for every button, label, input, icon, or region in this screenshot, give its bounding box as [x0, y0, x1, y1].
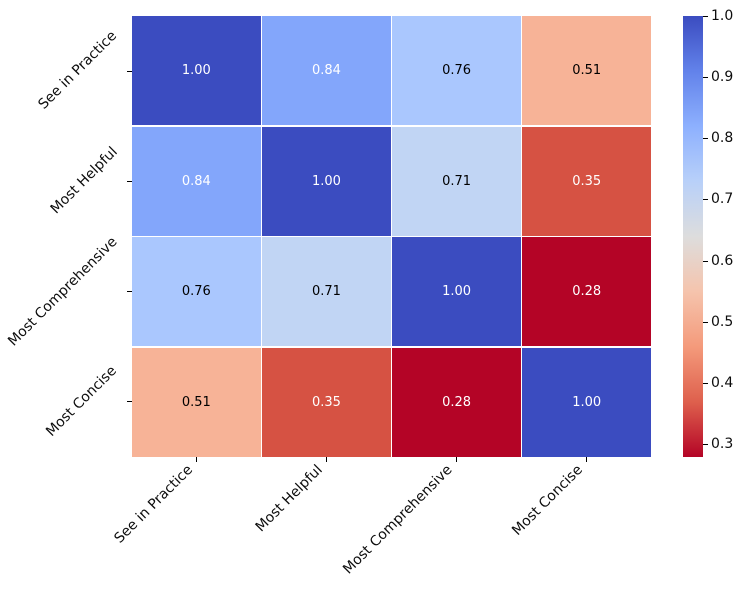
colorbar — [683, 16, 703, 457]
cell-value: 0.76 — [181, 284, 211, 300]
cell-value: 0.51 — [181, 394, 211, 410]
heatmap-cell-r2-c3: 0.28 — [522, 237, 651, 347]
colorbar-tick-label: 0.6 — [711, 252, 734, 269]
cell-value: 0.71 — [442, 173, 472, 189]
y-tick-mark — [127, 401, 132, 403]
heatmap-cell-r1-c0: 0.84 — [132, 126, 261, 236]
colorbar-tick-mark — [703, 444, 708, 446]
cell-value: 1.00 — [572, 394, 602, 410]
y-tick-label: Most Helpful — [47, 144, 121, 218]
x-tick-mark — [196, 457, 198, 462]
x-tick-mark — [585, 457, 587, 462]
heatmap-cell-r1-c1: 1.00 — [262, 126, 391, 236]
colorbar-tick-label: 0.4 — [711, 375, 734, 391]
heatmap-cell-r0-c1: 0.84 — [262, 16, 391, 126]
heatmap-cell-r1-c2: 0.71 — [392, 126, 521, 236]
heatmap-cell-r2-c0: 0.76 — [132, 237, 261, 347]
cell-value: 0.35 — [311, 394, 341, 410]
x-tick-label: Most Helpful — [252, 461, 326, 536]
heatmap-cell-r2-c2: 1.00 — [392, 237, 521, 347]
colorbar-tick-mark — [703, 383, 708, 384]
cell-value: 1.00 — [311, 173, 341, 189]
cell-value: 1.00 — [181, 63, 211, 79]
colorbar-tick-label: 0.9 — [711, 68, 734, 85]
colorbar-tick-label: 0.3 — [711, 436, 734, 453]
x-tick-label: Most Concise — [508, 461, 586, 539]
colorbar-tick-mark — [703, 260, 708, 262]
heatmap-cell-r1-c3: 0.35 — [522, 126, 651, 236]
x-tick-mark — [326, 457, 328, 462]
heatmap-cell-r0-c3: 0.51 — [522, 16, 651, 126]
x-tick-label: Most Comprehensive — [340, 461, 456, 578]
x-tick-mark — [455, 457, 457, 462]
y-tick-mark — [127, 291, 132, 293]
cell-value: 0.71 — [311, 284, 341, 300]
heatmap-cell-r0-c2: 0.76 — [392, 16, 521, 126]
colorbar-tick-label: 0.5 — [711, 313, 734, 330]
colorbar-tick-mark — [703, 15, 708, 17]
y-tick-label: Most Concise — [43, 362, 121, 440]
cell-value: 0.76 — [442, 63, 472, 79]
colorbar-tick-label: 1.0 — [711, 7, 734, 24]
colorbar-tick-mark — [703, 199, 708, 201]
colorbar-tick-label: 0.7 — [711, 191, 734, 208]
cell-value: 0.84 — [311, 63, 341, 79]
x-tick-label: See in Practice — [111, 461, 197, 547]
cell-value: 0.51 — [572, 63, 602, 79]
cell-value: 1.00 — [442, 284, 472, 300]
heatmap-cell-r2-c1: 0.71 — [262, 237, 391, 347]
cell-value: 0.28 — [572, 284, 602, 300]
heatmap-cell-r3-c1: 0.35 — [262, 347, 391, 457]
cell-value: 0.28 — [442, 394, 472, 410]
y-tick-label: Most Comprehensive — [4, 233, 121, 350]
y-tick-label: See in Practice — [35, 28, 121, 113]
colorbar-tick-mark — [703, 138, 708, 139]
heatmap-cell-r3-c3: 1.00 — [522, 347, 651, 457]
cell-value: 0.84 — [181, 173, 211, 189]
heatmap-cell-r3-c0: 0.51 — [132, 347, 261, 457]
heatmap-grid: 1.00 0.84 0.76 0.51 0.84 1.00 0.71 0.35 0.76 0.71… — [132, 16, 651, 457]
heatmap-cell-r0-c0: 1.00 — [132, 16, 261, 126]
y-tick-mark — [127, 180, 132, 182]
colorbar-tick-mark — [703, 76, 708, 78]
y-tick-mark — [127, 70, 132, 72]
colorbar-tick-mark — [703, 321, 708, 323]
cell-value: 0.35 — [572, 173, 602, 189]
colorbar-tick-label: 0.8 — [711, 130, 734, 146]
heatmap-cell-r3-c2: 0.28 — [392, 347, 521, 457]
